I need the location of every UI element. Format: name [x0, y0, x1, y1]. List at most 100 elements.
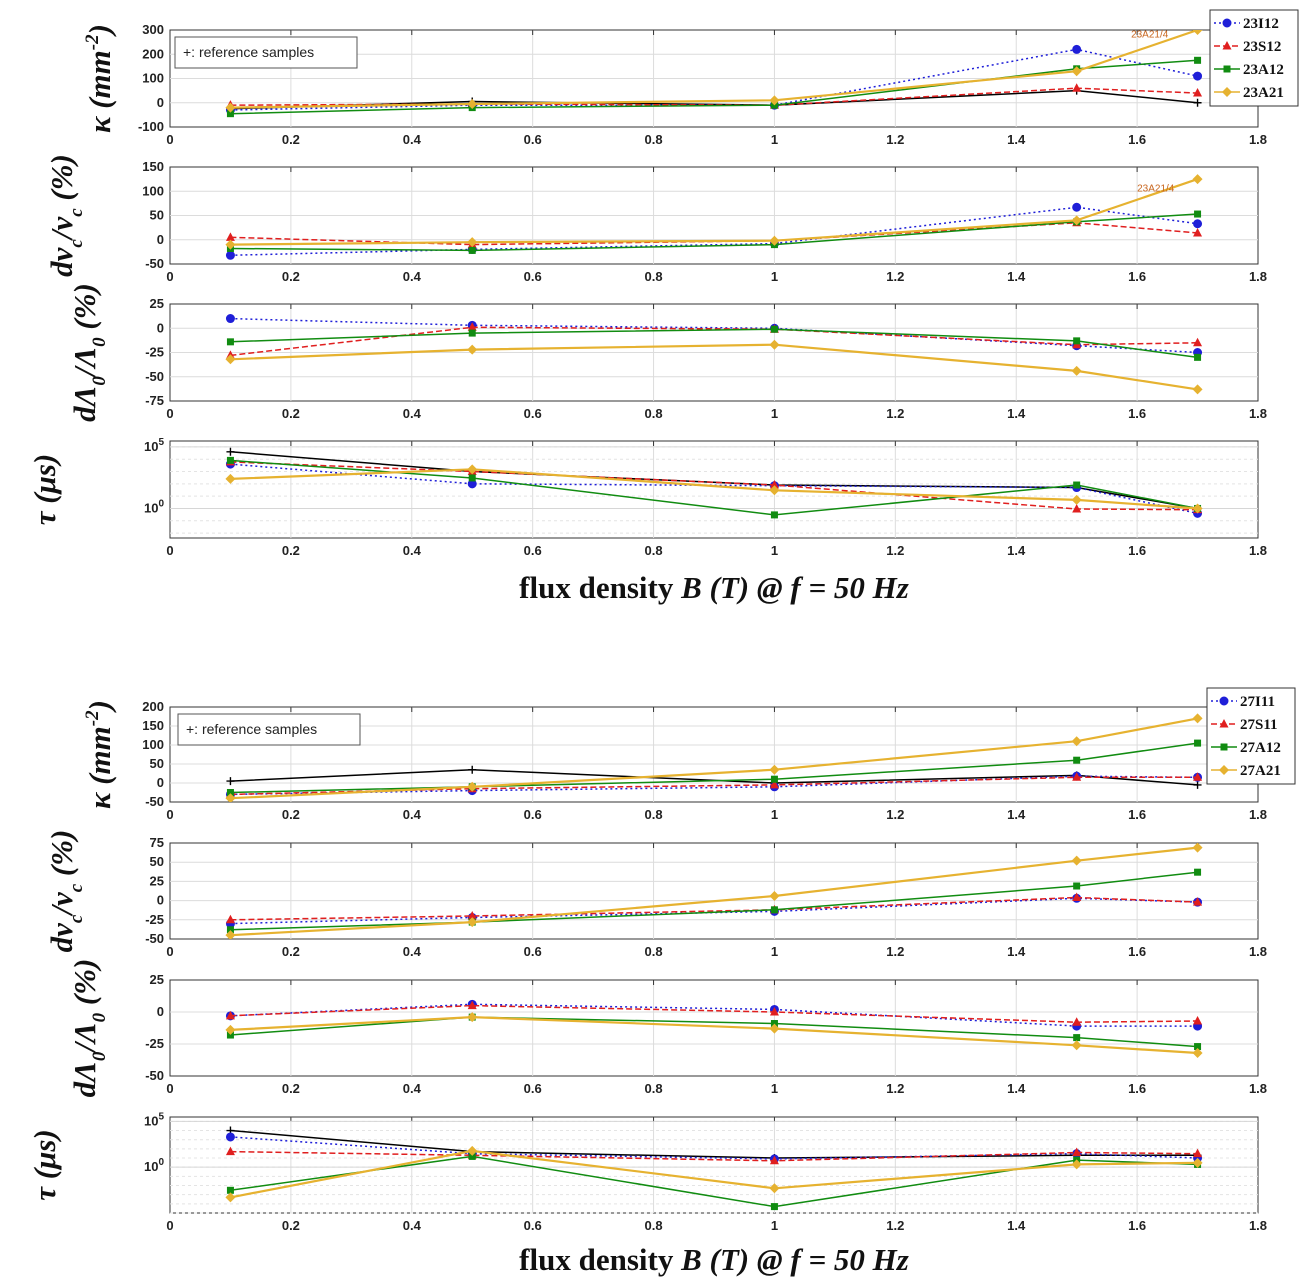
data-point-23S12 — [1193, 88, 1203, 97]
x-tick-label: 0.6 — [524, 1081, 542, 1096]
data-point-23S12 — [1193, 337, 1203, 347]
x-tick-label: 0 — [166, 1081, 173, 1096]
legend-marker — [1223, 65, 1231, 73]
legend-label: 27I11 — [1240, 694, 1275, 710]
data-point-23A12 — [226, 338, 234, 346]
data-point-27A12 — [226, 1186, 234, 1194]
data-point-23A21 — [769, 235, 780, 246]
legend: 27I11 27S11 27A12 27A21 — [1206, 687, 1296, 785]
legend-label: 27S11 — [1240, 717, 1278, 733]
data-point-23A12 — [226, 456, 234, 464]
legend-marker — [1222, 18, 1232, 28]
x-tick-label: 1 — [771, 543, 778, 558]
x-tick-label: 1.4 — [1007, 269, 1026, 284]
x-tick-label: 1 — [771, 269, 778, 284]
y-tick-label: 100 — [142, 183, 164, 198]
axes-box — [169, 842, 1259, 940]
x-tick-label: 1.2 — [886, 406, 904, 421]
x-tick-label: 1.2 — [886, 807, 904, 822]
data-point-23A12 — [468, 329, 476, 337]
data-point-27A21 — [467, 1145, 478, 1156]
x-tick-label: 0.4 — [403, 269, 422, 284]
legend-item: 23A21 — [1214, 85, 1284, 101]
data-point-27A21 — [1071, 1040, 1082, 1051]
data-point-27A21 — [1192, 843, 1203, 853]
data-point-23I12 — [1072, 202, 1082, 212]
data-point-referencesamples — [1193, 98, 1202, 107]
data-point-27S11 — [1193, 772, 1203, 781]
legend-item: 27S11 — [1211, 717, 1278, 733]
legend-marker — [1222, 87, 1232, 97]
data-point-23A21 — [1071, 494, 1082, 505]
data-point-23A21 — [1071, 66, 1082, 77]
x-tick-label: 1.4 — [1007, 543, 1026, 558]
y-tick-label: -50 — [145, 794, 164, 809]
x-tick-label: 0.2 — [282, 1081, 300, 1096]
legend: 23I12 23S12 23A12 23A21 — [1209, 9, 1299, 107]
y-tick-label: 105 — [144, 437, 164, 454]
x-tick-label: 0 — [166, 269, 173, 284]
y-tick-label: 0 — [157, 775, 164, 790]
data-point-23S12 — [467, 322, 477, 331]
data-point-23A21 — [1192, 384, 1203, 395]
legend-marker — [1219, 765, 1229, 775]
data-point-27S11 — [1072, 1017, 1082, 1026]
y-tick-label: 25 — [150, 972, 164, 987]
x-tick-label: 1.2 — [886, 1218, 904, 1233]
x-tick-label: 1.2 — [886, 132, 904, 147]
x-tick-label: 0.6 — [524, 406, 542, 421]
data-point-27S11 — [769, 1155, 779, 1165]
y-tick-label: 150 — [142, 718, 164, 733]
data-point-27S11 — [769, 779, 779, 789]
x-tick-label: 1.6 — [1128, 1218, 1146, 1233]
data-point-27A12 — [1194, 739, 1202, 747]
series-line-23I12 — [230, 463, 1198, 515]
reference-note-text: +: reference samples — [186, 721, 317, 737]
data-point-23S12 — [769, 480, 779, 489]
x-tick-label: 0.4 — [403, 543, 422, 558]
y-axis-label: κ (mm-2) — [82, 24, 117, 133]
x-tick-label: 0.2 — [282, 406, 300, 421]
data-point-27A12 — [770, 906, 778, 914]
x-tick-label: 1 — [771, 1218, 778, 1233]
plot-area — [225, 174, 1203, 260]
data-point-27A21 — [467, 917, 478, 928]
data-point-referencesamples — [1193, 780, 1202, 789]
panel-dlambda-bottom: 0 0.2 0.4 0.6 0.8 1 1.2 1.4 1.6 1.8 -50 -25 0 25 dΛ0/Λ… — [67, 959, 1267, 1098]
x-tick-label: 1 — [771, 132, 778, 147]
data-point-23A21 — [769, 95, 780, 106]
data-point-27A21 — [1192, 1157, 1203, 1168]
y-tick-label: -25 — [145, 912, 164, 927]
reference-note-text: +: reference samples — [183, 44, 314, 60]
x-tick-label: 1.4 — [1007, 406, 1026, 421]
panel-kappa-top: 0 0.2 0.4 0.6 0.8 1 1.2 1.4 1.6 1.8-1000100200300… — [82, 22, 1267, 147]
x-tick-label: 0.2 — [282, 944, 300, 959]
data-point-23A12 — [1073, 337, 1081, 345]
data-point-27S11 — [225, 1146, 235, 1156]
x-tick-label: 0.8 — [645, 543, 663, 558]
x-tick-label: 1.2 — [886, 944, 904, 959]
x-tick-label: 0.4 — [403, 807, 422, 822]
x-tick-label: 1 — [771, 807, 778, 822]
data-point-27A12 — [226, 926, 234, 934]
legend-label: 23A21 — [1243, 85, 1284, 101]
legend-label: 27A21 — [1240, 763, 1281, 779]
data-point-23A21 — [1071, 365, 1082, 376]
data-point-23A21 — [1192, 30, 1203, 35]
y-tick-label: 25 — [150, 296, 164, 311]
data-point-27A12 — [1073, 882, 1081, 890]
data-point-27S11 — [225, 1010, 235, 1020]
legend-marker — [1220, 743, 1228, 751]
legend-item: 23S12 — [1214, 39, 1281, 55]
y-tick-label: 0 — [157, 95, 164, 110]
y-tick-label: 0 — [157, 893, 164, 908]
x-tick-label: 0.2 — [282, 132, 300, 147]
x-tick-label: 0.2 — [282, 1218, 300, 1233]
y-tick-label: 100 — [144, 498, 164, 515]
data-point-27S11 — [225, 914, 235, 924]
x-axis-label: flux density B (T) @ f = 50 Hz — [519, 570, 909, 605]
x-tick-label: 0.4 — [403, 1081, 422, 1096]
x-tick-label: 1.6 — [1128, 944, 1146, 959]
data-point-23A12 — [1194, 210, 1202, 218]
x-tick-label: 0 — [166, 944, 173, 959]
